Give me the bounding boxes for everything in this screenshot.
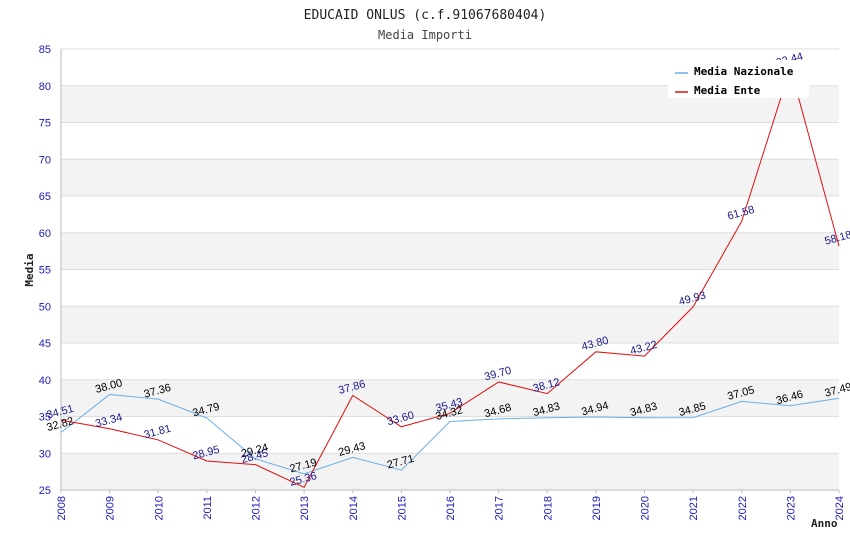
x-tick-label: 2010 [153,496,165,520]
y-tick-label: 30 [39,448,51,460]
x-tick-label: 2012 [251,496,263,520]
y-tick-label: 85 [39,44,51,56]
x-tick-label: 2023 [785,496,797,520]
y-tick-label: 75 [39,118,51,130]
x-axis-label: Anno [811,517,838,530]
grid-band [61,233,839,270]
y-tick-label: 80 [39,81,51,93]
line-chart: EDUCAID ONLUS (c.f.91067680404) Media Im… [0,0,850,550]
grid-band [61,453,839,490]
y-tick-label: 25 [39,485,51,497]
grid-band [61,343,839,380]
chart-subtitle: Media Importi [378,28,472,42]
x-axis-ticks: 2008 2009 2010 2011 2012 2013 2014 2015 2016 2017… [56,490,846,520]
y-tick-label: 70 [39,154,51,166]
x-tick-label: 2019 [591,496,603,520]
chart-title: EDUCAID ONLUS (c.f.91067680404) [304,8,547,23]
grid-band [61,123,839,160]
x-tick-label: 2009 [105,496,117,520]
x-tick-label: 2016 [445,496,457,520]
y-axis-label: Media [23,253,36,286]
x-tick-label: 2021 [688,496,700,520]
grid-band [61,270,839,307]
y-tick-label: 60 [39,228,51,240]
grid-band [61,306,839,343]
x-tick-label: 2015 [396,496,408,520]
x-tick-label: 2013 [299,496,311,520]
x-tick-label: 2014 [348,496,360,520]
x-tick-label: 2018 [542,496,554,520]
grid-band [61,159,839,196]
legend-label-media-ente: Media Ente [694,84,761,97]
y-tick-label: 55 [39,265,51,277]
y-tick-label: 45 [39,338,51,350]
x-tick-label: 2017 [494,496,506,520]
y-tick-label: 50 [39,301,51,313]
legend-label-media-nazionale: Media Nazionale [694,65,794,78]
x-tick-label: 2011 [202,496,214,520]
x-tick-label: 2008 [56,496,68,520]
x-tick-label: 2020 [640,496,652,520]
x-tick-label: 2022 [737,496,749,520]
y-tick-label: 65 [39,191,51,203]
grid-band [61,196,839,233]
y-tick-label: 40 [39,375,51,387]
legend: Media Nazionale Media Ente [668,60,809,98]
